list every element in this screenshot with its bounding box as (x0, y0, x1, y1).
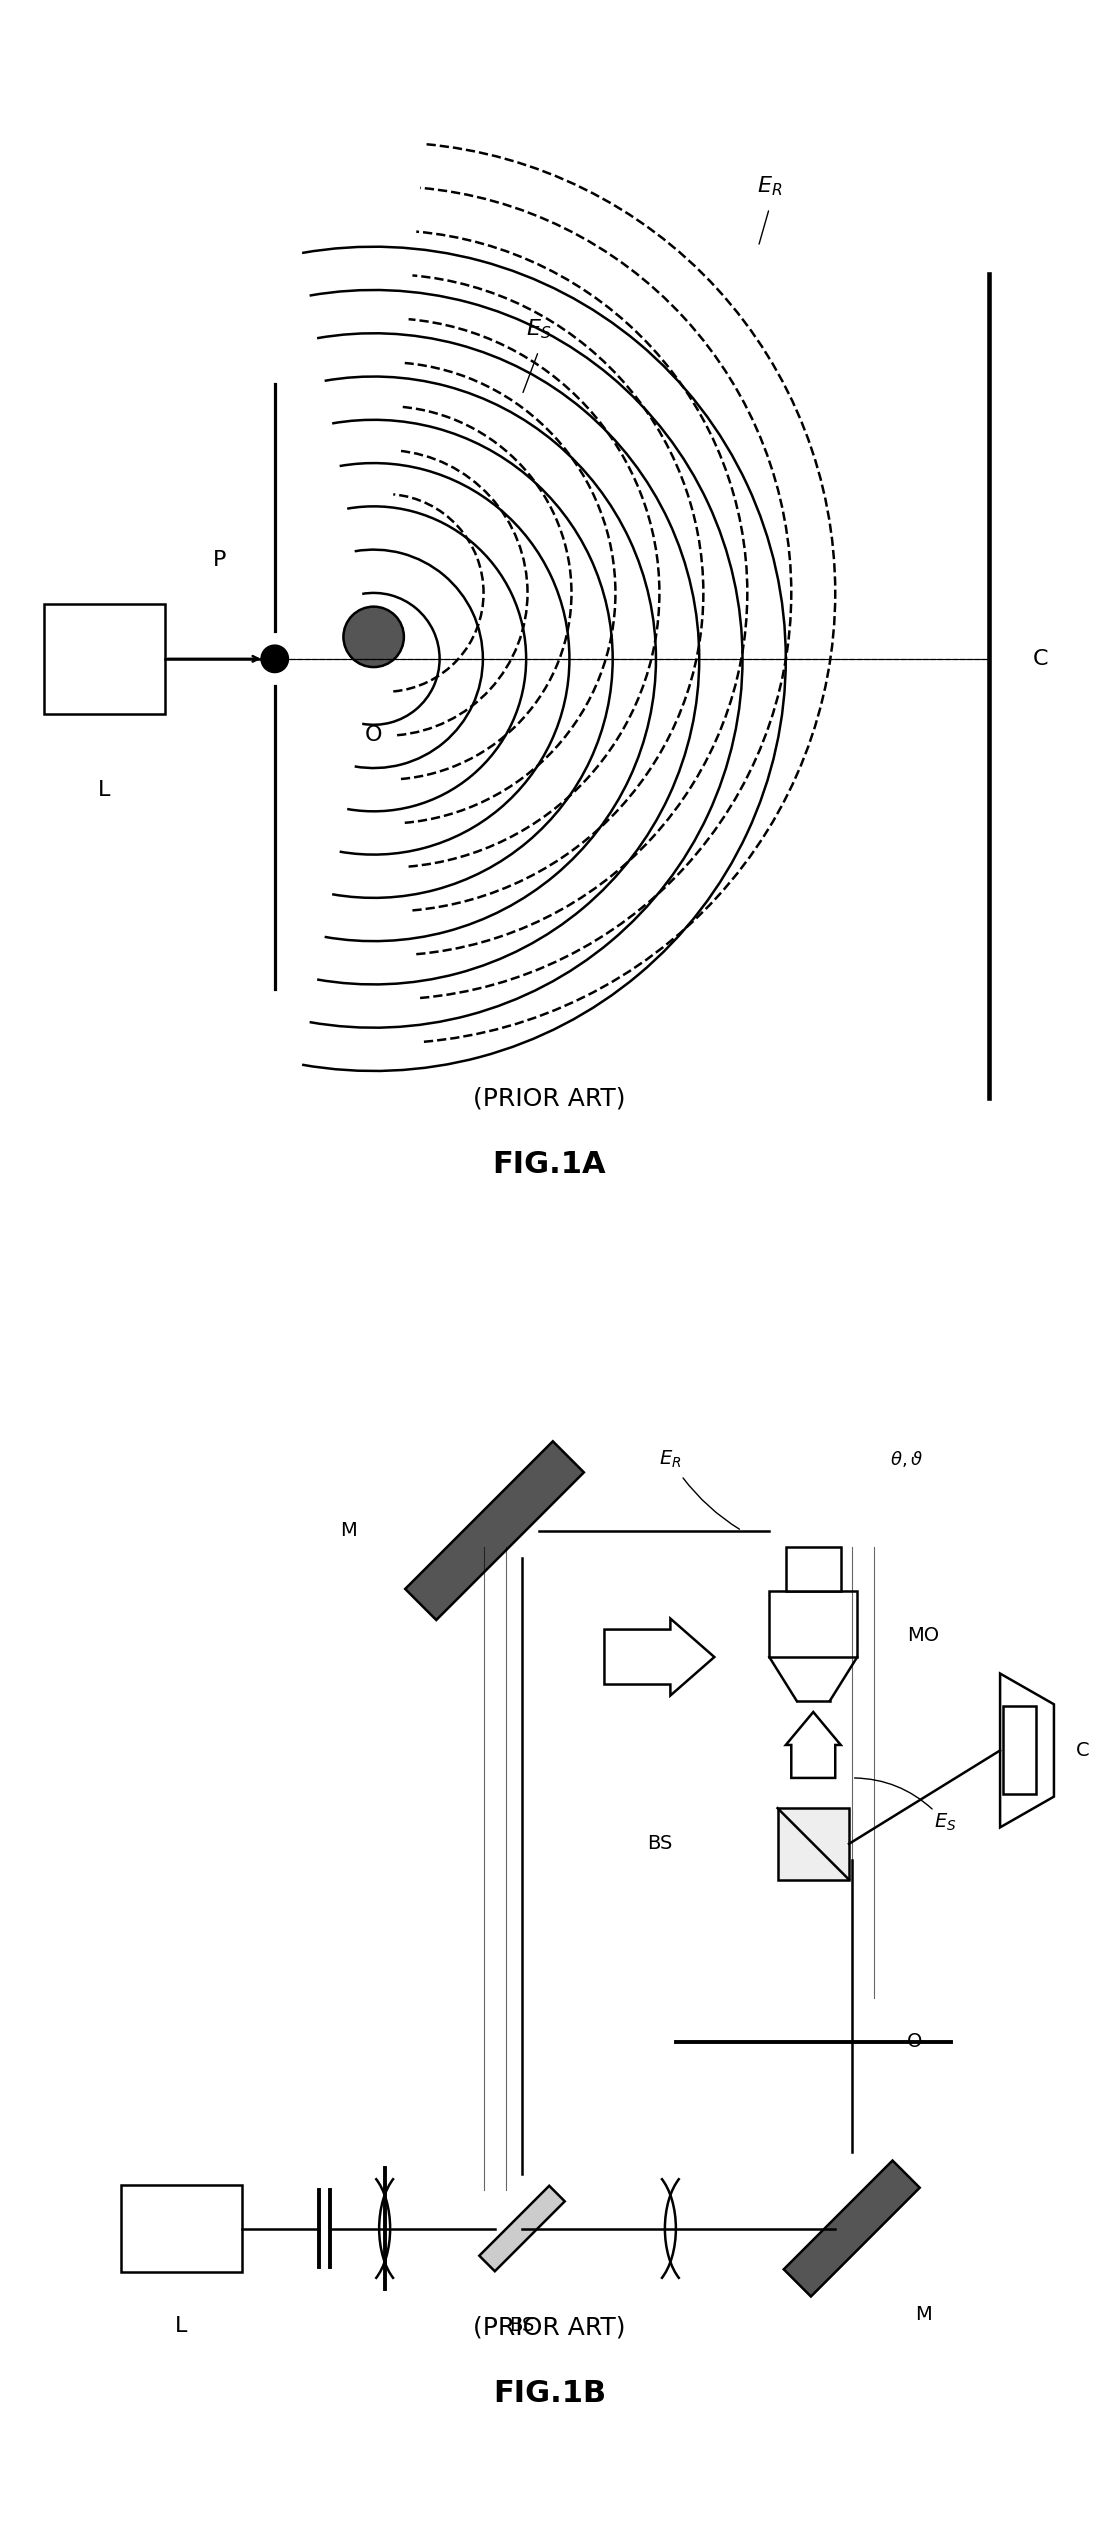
Text: O: O (365, 725, 382, 745)
Text: C: C (1033, 649, 1048, 669)
Text: O: O (907, 2032, 922, 2050)
Circle shape (343, 606, 404, 666)
Text: (PRIOR ART): (PRIOR ART) (474, 2316, 625, 2339)
Text: MO: MO (907, 1624, 939, 1645)
Text: BS: BS (646, 1835, 673, 1852)
Text: FIG.1B: FIG.1B (493, 2379, 606, 2407)
Polygon shape (1000, 1672, 1054, 1827)
Text: $E_S$: $E_S$ (525, 317, 552, 342)
Text: P: P (213, 550, 226, 570)
Bar (121, 2184, 242, 2273)
Bar (778, 1809, 848, 1880)
Bar (44, 603, 165, 715)
Text: L: L (175, 2316, 188, 2336)
Bar (786, 1548, 841, 1591)
Bar (1002, 1705, 1035, 1794)
FancyArrow shape (786, 1713, 841, 1779)
Text: $\theta, \vartheta$: $\theta, \vartheta$ (890, 1449, 923, 1470)
Text: C: C (1076, 1741, 1089, 1761)
Text: $E_S$: $E_S$ (934, 1812, 957, 1832)
Text: $E_R$: $E_R$ (659, 1449, 681, 1470)
Bar (769, 1591, 857, 1657)
Text: M: M (341, 1520, 357, 1541)
Text: (PRIOR ART): (PRIOR ART) (474, 1087, 625, 1110)
Bar (784, 2162, 920, 2296)
Circle shape (262, 646, 288, 672)
Bar (406, 1442, 584, 1619)
Text: BS: BS (509, 2316, 535, 2336)
Text: FIG.1A: FIG.1A (492, 1150, 607, 1178)
Text: L: L (98, 780, 111, 801)
FancyArrow shape (604, 1619, 714, 1695)
Text: $E_R$: $E_R$ (756, 175, 782, 198)
Text: M: M (914, 2306, 932, 2324)
Bar (479, 2187, 565, 2270)
